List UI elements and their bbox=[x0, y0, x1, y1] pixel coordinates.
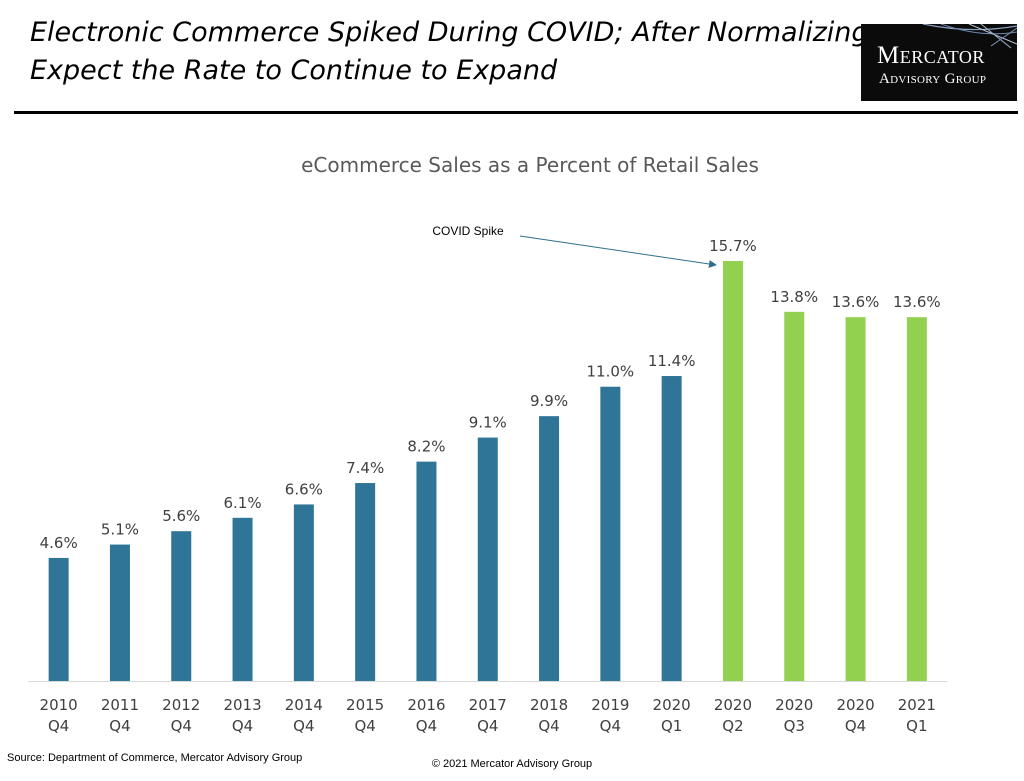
bar-2010-Q4 bbox=[48, 557, 69, 681]
data-label-2020-Q2: 15.7% bbox=[709, 237, 757, 255]
bar-2020-Q4 bbox=[845, 317, 866, 681]
x-tick-label-2016-Q4-line-2: Q4 bbox=[416, 717, 437, 735]
x-tick-label-2020-Q2-line-2: Q2 bbox=[722, 717, 743, 735]
bar-2011-Q4 bbox=[109, 544, 130, 681]
x-tick-label-2020-Q4-line-1: 2020 bbox=[836, 696, 874, 714]
bar-2018-Q4 bbox=[539, 416, 560, 681]
x-tick-label-2015-Q4-line-1: 2015 bbox=[346, 696, 384, 714]
data-label-2011-Q4: 5.1% bbox=[101, 521, 139, 539]
annotation-arrow bbox=[519, 235, 717, 268]
x-tick-label-2012-Q4-line-1: 2012 bbox=[162, 696, 200, 714]
bar-2014-Q4 bbox=[293, 504, 314, 681]
bar-2013-Q4 bbox=[232, 517, 253, 681]
x-tick-label-2013-Q4-line-1: 2013 bbox=[223, 696, 261, 714]
data-label-2020-Q4: 13.6% bbox=[832, 293, 880, 311]
x-tick-label-2010-Q4-line-1: 2010 bbox=[40, 696, 78, 714]
x-tick-label-2016-Q4-line-1: 2016 bbox=[407, 696, 445, 714]
slide-title-line-1: Electronic Commerce Spiked During COVID;… bbox=[30, 17, 878, 48]
x-tick-label-2021-Q1-line-2: Q1 bbox=[906, 717, 927, 735]
data-label-2019-Q4: 11.0% bbox=[587, 363, 635, 381]
bar-2015-Q4 bbox=[355, 483, 376, 681]
bar-2020-Q3 bbox=[784, 311, 805, 681]
x-tick-label-2020-Q3-line-1: 2020 bbox=[775, 696, 813, 714]
bar-2021-Q1 bbox=[906, 317, 927, 681]
copyright-note: © 2021 Mercator Advisory Group bbox=[431, 758, 593, 770]
data-label-2018-Q4: 9.9% bbox=[530, 392, 568, 410]
x-tick-label-2011-Q4-line-1: 2011 bbox=[101, 696, 139, 714]
x-tick-label-2021-Q1-line-1: 2021 bbox=[898, 696, 936, 714]
annotation-label: COVID Spike bbox=[432, 224, 504, 238]
data-label-2014-Q4: 6.6% bbox=[285, 480, 323, 498]
x-tick-label-2018-Q4-line-1: 2018 bbox=[530, 696, 568, 714]
data-label-2010-Q4: 4.6% bbox=[40, 534, 78, 552]
x-tick-label-2014-Q4-line-1: 2014 bbox=[285, 696, 323, 714]
x-tick-label-2018-Q4-line-2: Q4 bbox=[538, 717, 559, 735]
logo-name: Mercator bbox=[877, 42, 985, 69]
x-tick-label-2010-Q4-line-2: Q4 bbox=[48, 717, 69, 735]
x-tick-label-2020-Q1-line-1: 2020 bbox=[653, 696, 691, 714]
slide-title: Electronic Commerce Spiked During COVID;… bbox=[30, 14, 878, 90]
x-tick-label-2020-Q4-line-2: Q4 bbox=[845, 717, 866, 735]
x-tick-label-2011-Q4-line-2: Q4 bbox=[109, 717, 130, 735]
data-label-2012-Q4: 5.6% bbox=[162, 507, 200, 525]
x-tick-label-2012-Q4-line-2: Q4 bbox=[171, 717, 192, 735]
data-label-2020-Q1: 11.4% bbox=[648, 352, 696, 370]
slide-title-line-2: Expect the Rate to Continue to Expand bbox=[30, 55, 558, 86]
x-tick-label-2019-Q4-line-2: Q4 bbox=[600, 717, 621, 735]
title-divider bbox=[14, 111, 1018, 114]
bar-2017-Q4 bbox=[477, 437, 498, 681]
x-tick-label-2019-Q4-line-1: 2019 bbox=[591, 696, 629, 714]
data-label-2016-Q4: 8.2% bbox=[407, 438, 445, 456]
x-tick-label-2020-Q1-line-2: Q1 bbox=[661, 717, 682, 735]
source-note: Source: Department of Commerce, Mercator… bbox=[7, 752, 303, 764]
x-tick-label-2014-Q4-line-2: Q4 bbox=[293, 717, 314, 735]
mercator-logo: Mercator Advisory Group bbox=[861, 24, 1017, 101]
x-tick-label-2020-Q2-line-1: 2020 bbox=[714, 696, 752, 714]
data-label-2020-Q3: 13.8% bbox=[770, 288, 818, 306]
data-label-2013-Q4: 6.1% bbox=[223, 494, 261, 512]
bar-2012-Q4 bbox=[171, 531, 192, 681]
x-tick-label-2015-Q4-line-2: Q4 bbox=[354, 717, 375, 735]
bar-2020-Q1 bbox=[661, 376, 682, 681]
data-label-2021-Q1: 13.6% bbox=[893, 293, 941, 311]
data-label-2017-Q4: 9.1% bbox=[469, 414, 507, 432]
data-label-2015-Q4: 7.4% bbox=[346, 459, 384, 477]
x-tick-label-2017-Q4-line-2: Q4 bbox=[477, 717, 498, 735]
chart-title: eCommerce Sales as a Percent of Retail S… bbox=[301, 153, 759, 177]
logo-swoosh-graphic bbox=[922, 24, 1017, 49]
x-tick-label-2013-Q4-line-2: Q4 bbox=[232, 717, 253, 735]
bar-2019-Q4 bbox=[600, 386, 621, 681]
x-tick-label-2020-Q3-line-2: Q3 bbox=[784, 717, 805, 735]
bar-2016-Q4 bbox=[416, 461, 437, 681]
x-tick-label-2017-Q4-line-1: 2017 bbox=[469, 696, 507, 714]
logo-subname: Advisory Group bbox=[879, 71, 987, 87]
bar-2020-Q2 bbox=[722, 261, 743, 681]
